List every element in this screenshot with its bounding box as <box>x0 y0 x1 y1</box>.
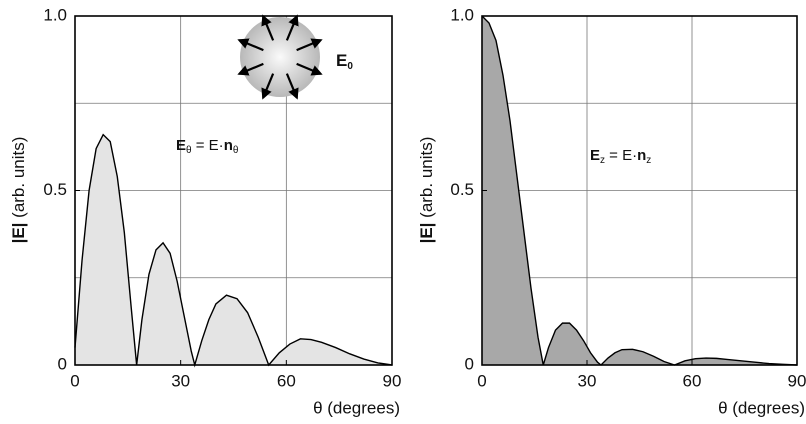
field-arrow <box>296 62 323 76</box>
field-arrow <box>261 14 275 41</box>
area-fill <box>75 134 392 365</box>
x-axis-label: θ (degrees) <box>718 398 805 417</box>
y-axis-label: |E| (arb. units) <box>9 137 28 244</box>
y-tick-label: 1.0 <box>450 5 474 24</box>
x-tick-label: 60 <box>683 371 702 390</box>
right-panel: 0 0.5 1.0 0 30 60 90 <box>450 5 806 390</box>
x-tick-label: 90 <box>788 371 806 390</box>
y-tick-label: 0.5 <box>450 180 474 199</box>
y-tick-label: 1.0 <box>43 5 67 24</box>
field-arrow <box>296 38 323 52</box>
x-tick-label: 30 <box>171 371 190 390</box>
field-arrow <box>285 14 299 41</box>
x-tick-label: 0 <box>70 371 79 390</box>
x-tick-label: 30 <box>578 371 597 390</box>
y-tick-label: 0 <box>465 354 474 373</box>
field-arrow <box>261 73 275 100</box>
y-tick-label: 0 <box>58 354 67 373</box>
x-tick-label: 0 <box>477 371 486 390</box>
annotation: Eθ = E·nθ <box>176 137 239 156</box>
field-arrow <box>285 73 299 100</box>
left-panel: 0 0.5 1.0 0 30 60 90 <box>43 5 401 390</box>
field-arrow <box>237 38 264 52</box>
area-fill <box>482 16 797 365</box>
field-arrow <box>237 62 264 76</box>
x-axis-label: θ (degrees) <box>313 398 400 417</box>
inset-label: E0 <box>336 51 353 71</box>
y-tick-label: 0.5 <box>43 180 67 199</box>
x-tick-label: 60 <box>277 371 296 390</box>
y-axis-label: |E| (arb. units) <box>417 137 436 244</box>
x-tick-label: 90 <box>383 371 402 390</box>
inset-sphere <box>237 14 323 100</box>
annotation: Ez = E·nz <box>590 147 651 166</box>
